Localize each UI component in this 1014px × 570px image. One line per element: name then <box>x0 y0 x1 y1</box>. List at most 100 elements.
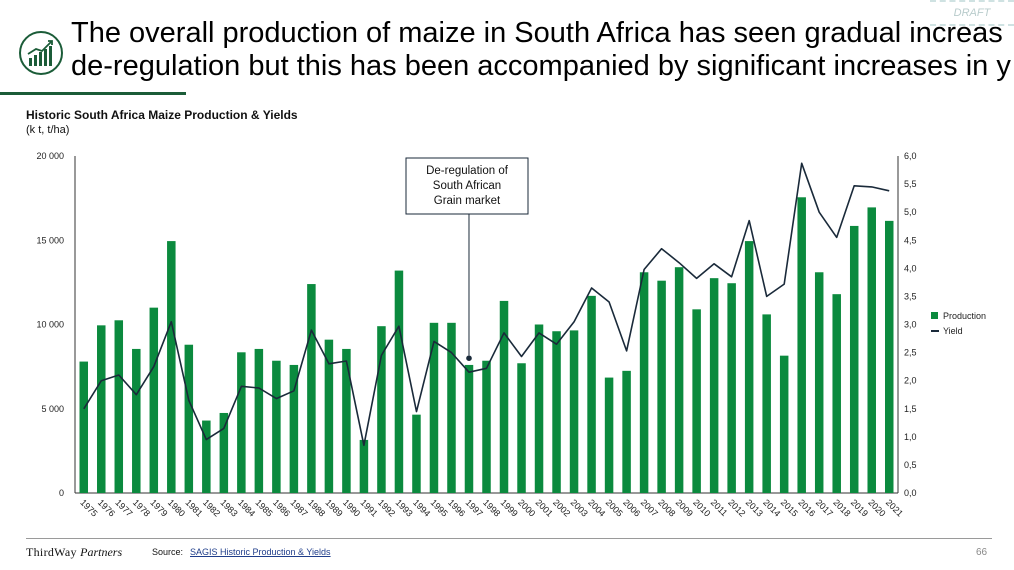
legend-yield-label: Yield <box>943 326 963 336</box>
yield-line <box>83 162 890 447</box>
headline-line-1: The overall production of maize in South… <box>71 17 1003 49</box>
production-bar <box>867 207 876 493</box>
brand-name-part1: ThirdWay <box>26 545 77 559</box>
production-bar <box>674 267 684 493</box>
x-tick-label: 2006 <box>621 497 642 518</box>
y-right-tick-label: 1,5 <box>904 404 917 414</box>
legend-production-label: Production <box>943 311 986 321</box>
production-bar <box>202 420 211 493</box>
production-bar <box>79 361 89 493</box>
production-bar <box>447 322 456 493</box>
production-bar <box>552 331 561 493</box>
production-yield-chart: 0 5 000 10 000 15 000 20 000 0,0 0,5 1,0 1,5 2,0 2… <box>36 151 986 519</box>
x-tick-label: 2003 <box>569 497 590 518</box>
y-right-tick-label: 0,0 <box>904 488 917 498</box>
x-tick-label: 2020 <box>866 497 887 518</box>
page-headline: The overall production of maize in South… <box>71 17 1014 83</box>
x-tick-label: 2008 <box>656 497 677 518</box>
x-tick-label: 2010 <box>691 497 712 518</box>
annotation-marker <box>466 355 472 362</box>
draft-label: DRAFT <box>930 0 1014 26</box>
y-right-tick-label: 0,5 <box>904 460 917 470</box>
x-tick-label: 1987 <box>288 497 309 518</box>
production-bar <box>692 309 701 493</box>
x-tick-label: 1975 <box>78 497 99 518</box>
x-tick-label: 1988 <box>306 497 327 518</box>
footer-divider <box>26 538 992 539</box>
x-tick-label: 2014 <box>761 497 782 518</box>
production-bar <box>97 325 106 493</box>
x-tick-label: 1992 <box>376 497 397 518</box>
production-bar <box>184 344 194 493</box>
production-bar <box>517 363 526 493</box>
x-tick-label: 2012 <box>726 497 747 518</box>
production-bar <box>464 364 474 493</box>
production-bar <box>499 300 509 493</box>
y-right-tick-label: 1,0 <box>904 432 917 442</box>
production-bar <box>132 348 141 493</box>
production-bar <box>394 270 404 493</box>
x-tick-label: 1982 <box>201 497 222 518</box>
production-bar <box>149 307 159 493</box>
chart-units: (k t, t/ha) <box>26 124 70 136</box>
y-right-tick-label: 4,0 <box>904 263 917 273</box>
headline-line-2: de-regulation but this has been accompan… <box>71 50 1011 82</box>
production-bar <box>884 220 894 493</box>
x-tick-label: 2015 <box>779 497 800 518</box>
production-bar <box>342 348 351 493</box>
production-bar <box>849 225 859 494</box>
annotation-text: South African <box>433 180 501 192</box>
x-tick-label: 2019 <box>849 497 870 518</box>
x-tick-label: 2018 <box>831 497 852 518</box>
x-tick-label: 1981 <box>183 497 204 518</box>
y-left-tick-label: 15 000 <box>36 235 64 245</box>
production-bar <box>832 294 841 493</box>
x-tick-label: 2009 <box>674 497 695 518</box>
y-right-tick-label: 2,0 <box>904 376 917 386</box>
production-bar <box>762 314 771 493</box>
production-bar <box>604 377 614 493</box>
y-left-tick-label: 0 <box>59 488 64 498</box>
y-left-tick-label: 5 000 <box>41 404 64 414</box>
x-tick-label: 1977 <box>113 497 134 518</box>
production-bar <box>219 412 229 493</box>
x-tick-label: 2004 <box>586 497 607 518</box>
x-tick-label: 1994 <box>411 497 432 518</box>
x-tick-label: 2005 <box>604 497 625 518</box>
y-right-tick-label: 4,5 <box>904 235 917 245</box>
production-bar <box>254 348 264 493</box>
annotation-text: De-regulation of <box>426 165 509 177</box>
x-tick-label: 1999 <box>499 497 520 518</box>
x-tick-label: 2013 <box>744 497 765 518</box>
x-tick-label: 2016 <box>796 497 817 518</box>
x-tick-label: 2001 <box>534 497 555 518</box>
production-bar <box>779 355 789 493</box>
x-tick-label: 1976 <box>96 497 117 518</box>
x-tick-label: 1991 <box>359 497 380 518</box>
production-bar <box>657 280 666 493</box>
production-bar <box>412 414 421 493</box>
x-tick-label: 2002 <box>551 497 572 518</box>
x-tick-label: 1989 <box>323 497 344 518</box>
production-bar <box>272 360 281 493</box>
title-underline <box>0 92 186 95</box>
production-bar <box>797 197 806 493</box>
production-bar <box>324 339 334 493</box>
production-bar <box>534 324 544 493</box>
y-right-tick-label: 3,0 <box>904 320 917 330</box>
production-bar <box>167 241 176 493</box>
production-bar <box>727 283 736 493</box>
x-tick-label: 1978 <box>131 497 152 518</box>
production-bar <box>569 330 579 493</box>
x-tick-label: 2000 <box>516 497 537 518</box>
production-bar <box>814 272 824 493</box>
legend-production-swatch <box>931 312 938 319</box>
y-right-tick-label: 5,0 <box>904 207 917 217</box>
y-right-tick-label: 6,0 <box>904 151 917 161</box>
production-bar <box>237 352 246 493</box>
y-right-tick-label: 5,5 <box>904 179 917 189</box>
production-bar <box>587 295 596 493</box>
source-link[interactable]: SAGIS Historic Production & Yields <box>190 547 331 557</box>
x-tick-label: 1997 <box>464 497 485 518</box>
x-tick-label: 1990 <box>341 497 362 518</box>
